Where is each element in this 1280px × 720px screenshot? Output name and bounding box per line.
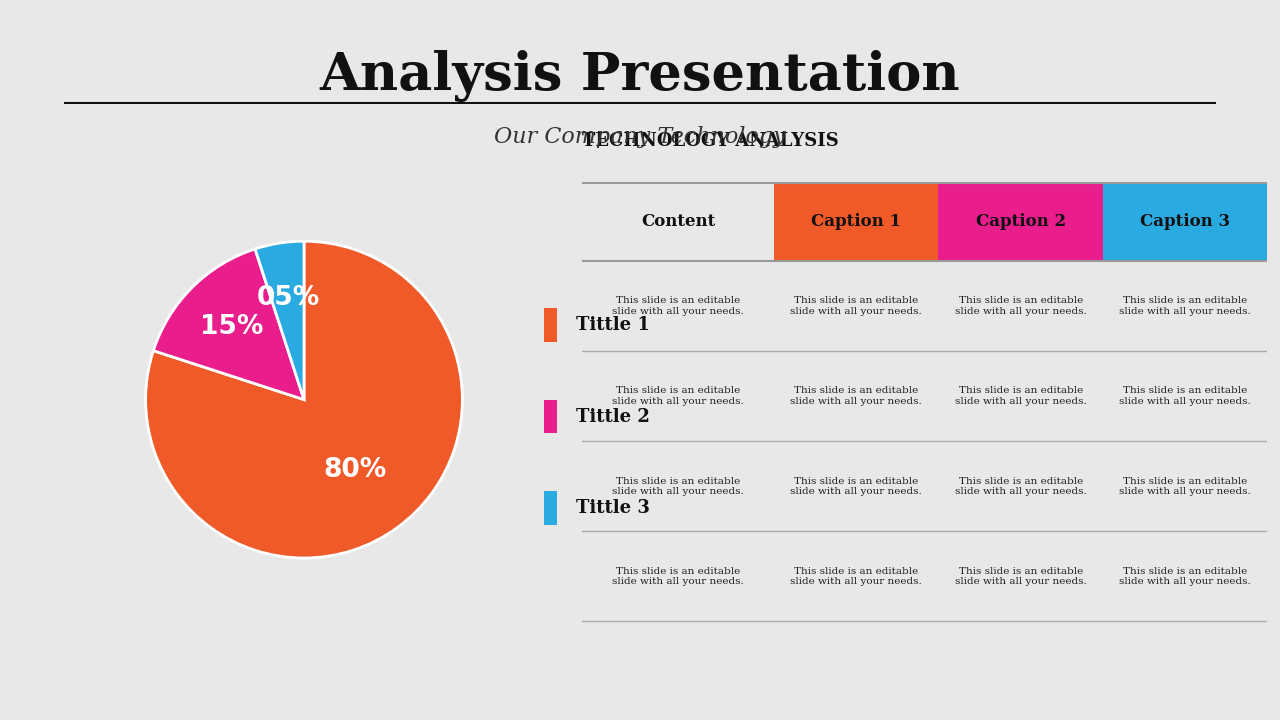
Text: 80%: 80% bbox=[324, 457, 387, 483]
FancyBboxPatch shape bbox=[774, 183, 938, 261]
Text: This slide is an editable
slide with all your needs.: This slide is an editable slide with all… bbox=[955, 477, 1087, 496]
Text: This slide is an editable
slide with all your needs.: This slide is an editable slide with all… bbox=[612, 567, 744, 586]
Text: This slide is an editable
slide with all your needs.: This slide is an editable slide with all… bbox=[612, 477, 744, 496]
FancyBboxPatch shape bbox=[544, 400, 557, 433]
Text: This slide is an editable
slide with all your needs.: This slide is an editable slide with all… bbox=[1119, 567, 1251, 586]
Text: Caption 1: Caption 1 bbox=[812, 213, 901, 230]
Text: Content: Content bbox=[641, 213, 716, 230]
Text: Caption 2: Caption 2 bbox=[975, 213, 1066, 230]
FancyBboxPatch shape bbox=[544, 491, 557, 525]
Wedge shape bbox=[255, 241, 305, 400]
Text: This slide is an editable
slide with all your needs.: This slide is an editable slide with all… bbox=[791, 477, 922, 496]
Text: This slide is an editable
slide with all your needs.: This slide is an editable slide with all… bbox=[955, 387, 1087, 406]
Text: Analysis Presentation: Analysis Presentation bbox=[320, 50, 960, 102]
Wedge shape bbox=[146, 241, 462, 558]
Text: This slide is an editable
slide with all your needs.: This slide is an editable slide with all… bbox=[955, 297, 1087, 316]
Text: TECHNOLOGY ANALYSIS: TECHNOLOGY ANALYSIS bbox=[582, 132, 840, 150]
Text: This slide is an editable
slide with all your needs.: This slide is an editable slide with all… bbox=[1119, 387, 1251, 406]
Text: This slide is an editable
slide with all your needs.: This slide is an editable slide with all… bbox=[1119, 477, 1251, 496]
Text: This slide is an editable
slide with all your needs.: This slide is an editable slide with all… bbox=[1119, 297, 1251, 316]
Text: This slide is an editable
slide with all your needs.: This slide is an editable slide with all… bbox=[791, 387, 922, 406]
Text: This slide is an editable
slide with all your needs.: This slide is an editable slide with all… bbox=[791, 567, 922, 586]
Text: Our Company Technology: Our Company Technology bbox=[494, 126, 786, 148]
Text: This slide is an editable
slide with all your needs.: This slide is an editable slide with all… bbox=[612, 387, 744, 406]
Text: This slide is an editable
slide with all your needs.: This slide is an editable slide with all… bbox=[955, 567, 1087, 586]
Text: This slide is an editable
slide with all your needs.: This slide is an editable slide with all… bbox=[612, 297, 744, 316]
Text: Tittle 3: Tittle 3 bbox=[576, 499, 650, 517]
Text: 05%: 05% bbox=[256, 285, 320, 311]
Text: Tittle 2: Tittle 2 bbox=[576, 408, 650, 426]
Text: 15%: 15% bbox=[200, 314, 262, 340]
Text: Caption 3: Caption 3 bbox=[1140, 213, 1230, 230]
Wedge shape bbox=[154, 249, 305, 400]
FancyBboxPatch shape bbox=[1103, 183, 1267, 261]
FancyBboxPatch shape bbox=[544, 308, 557, 342]
Text: This slide is an editable
slide with all your needs.: This slide is an editable slide with all… bbox=[791, 297, 922, 316]
FancyBboxPatch shape bbox=[938, 183, 1103, 261]
Text: Tittle 1: Tittle 1 bbox=[576, 316, 650, 334]
